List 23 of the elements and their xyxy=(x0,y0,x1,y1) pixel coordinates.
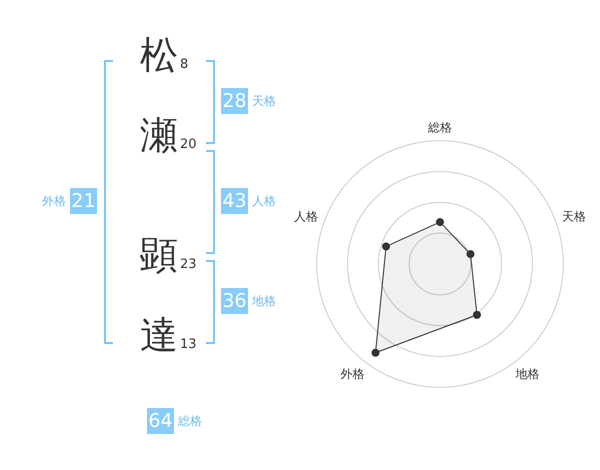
category-label: 瀬 xyxy=(140,113,178,157)
text: 総格 xyxy=(178,412,202,430)
text: 外格 xyxy=(42,192,66,210)
category-label: 顕 xyxy=(140,233,178,277)
text: 21 xyxy=(70,188,97,214)
data-label: 23 xyxy=(180,257,197,272)
category-label: 松 xyxy=(140,33,178,77)
data-label: 8 xyxy=(180,57,188,72)
spoke-label: 人格 xyxy=(294,209,318,224)
spoke-label: 外格 xyxy=(340,367,365,382)
text: 天格 xyxy=(252,92,276,110)
text: 36 xyxy=(221,288,248,314)
text: 地格 xyxy=(252,292,276,310)
spoke-label: 総格 xyxy=(427,120,452,135)
text: 43 xyxy=(221,188,248,214)
text: 28 xyxy=(221,88,248,114)
data-label: 20 xyxy=(180,137,197,152)
spoke-label: 地格 xyxy=(514,367,540,382)
spoke-label: 天格 xyxy=(562,209,586,224)
text: 人格 xyxy=(252,192,276,210)
data-label: 13 xyxy=(180,337,197,352)
category-label: 達 xyxy=(140,313,178,357)
text: 64 xyxy=(147,408,174,434)
